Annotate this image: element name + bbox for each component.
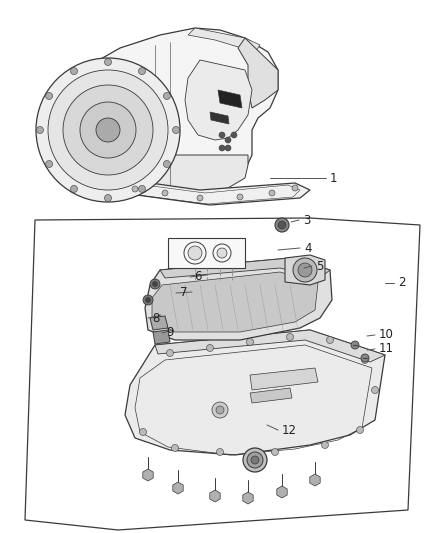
Circle shape (298, 263, 312, 277)
Circle shape (36, 126, 43, 133)
Circle shape (278, 221, 286, 229)
Circle shape (138, 68, 145, 75)
Polygon shape (153, 330, 170, 344)
Circle shape (321, 441, 328, 448)
Circle shape (326, 336, 333, 343)
Polygon shape (310, 474, 320, 486)
Polygon shape (152, 272, 318, 332)
Circle shape (225, 137, 231, 143)
Circle shape (150, 279, 160, 289)
Circle shape (231, 132, 237, 138)
Circle shape (293, 258, 317, 282)
Polygon shape (155, 330, 385, 362)
Polygon shape (210, 112, 229, 124)
Polygon shape (243, 492, 253, 504)
Circle shape (105, 195, 112, 201)
Polygon shape (168, 238, 245, 268)
Text: 12: 12 (282, 424, 297, 437)
Polygon shape (250, 368, 318, 390)
Circle shape (163, 93, 170, 100)
Polygon shape (250, 388, 292, 403)
Polygon shape (188, 28, 260, 52)
Circle shape (269, 190, 275, 196)
Circle shape (237, 194, 243, 200)
Circle shape (219, 132, 225, 138)
Polygon shape (48, 155, 248, 192)
Circle shape (166, 350, 173, 357)
Text: 8: 8 (152, 311, 159, 325)
Circle shape (292, 185, 298, 191)
Polygon shape (143, 469, 153, 481)
Circle shape (216, 448, 223, 456)
Circle shape (247, 338, 254, 345)
Text: 6: 6 (194, 271, 201, 284)
Circle shape (361, 357, 368, 364)
Text: 5: 5 (316, 260, 323, 272)
Circle shape (80, 102, 136, 158)
Circle shape (247, 452, 263, 468)
Text: 3: 3 (303, 214, 311, 227)
Circle shape (48, 70, 168, 190)
Polygon shape (210, 490, 220, 502)
Circle shape (71, 185, 78, 192)
Circle shape (96, 118, 120, 142)
Circle shape (243, 448, 267, 472)
Polygon shape (145, 258, 332, 340)
Circle shape (63, 85, 153, 175)
Circle shape (143, 295, 153, 305)
Circle shape (172, 445, 179, 451)
Circle shape (275, 218, 289, 232)
Polygon shape (238, 38, 278, 108)
Circle shape (216, 406, 224, 414)
Text: 1: 1 (330, 172, 338, 184)
Text: 11: 11 (379, 343, 394, 356)
Text: 9: 9 (166, 327, 173, 340)
Circle shape (272, 448, 279, 456)
Circle shape (173, 126, 180, 133)
Circle shape (219, 145, 225, 151)
Text: 10: 10 (379, 328, 394, 342)
Circle shape (46, 93, 53, 100)
Polygon shape (48, 28, 278, 192)
Circle shape (36, 58, 180, 202)
Circle shape (162, 190, 168, 196)
Circle shape (105, 59, 112, 66)
Circle shape (251, 456, 259, 464)
Polygon shape (185, 60, 252, 140)
Polygon shape (173, 482, 183, 494)
Circle shape (152, 281, 158, 287)
Circle shape (286, 334, 293, 341)
Circle shape (225, 145, 231, 151)
Circle shape (361, 354, 369, 362)
Polygon shape (277, 486, 287, 498)
Polygon shape (112, 178, 310, 205)
Polygon shape (218, 90, 242, 108)
Circle shape (46, 160, 53, 167)
Circle shape (212, 402, 228, 418)
Circle shape (163, 160, 170, 167)
Polygon shape (125, 330, 385, 455)
Text: 7: 7 (180, 287, 187, 300)
Polygon shape (285, 255, 325, 285)
Polygon shape (150, 316, 168, 330)
Circle shape (357, 426, 364, 433)
Text: 2: 2 (398, 277, 406, 289)
Circle shape (139, 429, 146, 435)
Circle shape (188, 246, 202, 260)
Circle shape (217, 248, 227, 258)
Circle shape (71, 68, 78, 75)
Circle shape (132, 186, 138, 192)
Circle shape (371, 386, 378, 393)
Polygon shape (160, 258, 330, 278)
Circle shape (351, 341, 359, 349)
Circle shape (138, 185, 145, 192)
Circle shape (197, 195, 203, 201)
Circle shape (206, 344, 213, 351)
Text: 4: 4 (304, 241, 311, 254)
Circle shape (145, 297, 151, 303)
